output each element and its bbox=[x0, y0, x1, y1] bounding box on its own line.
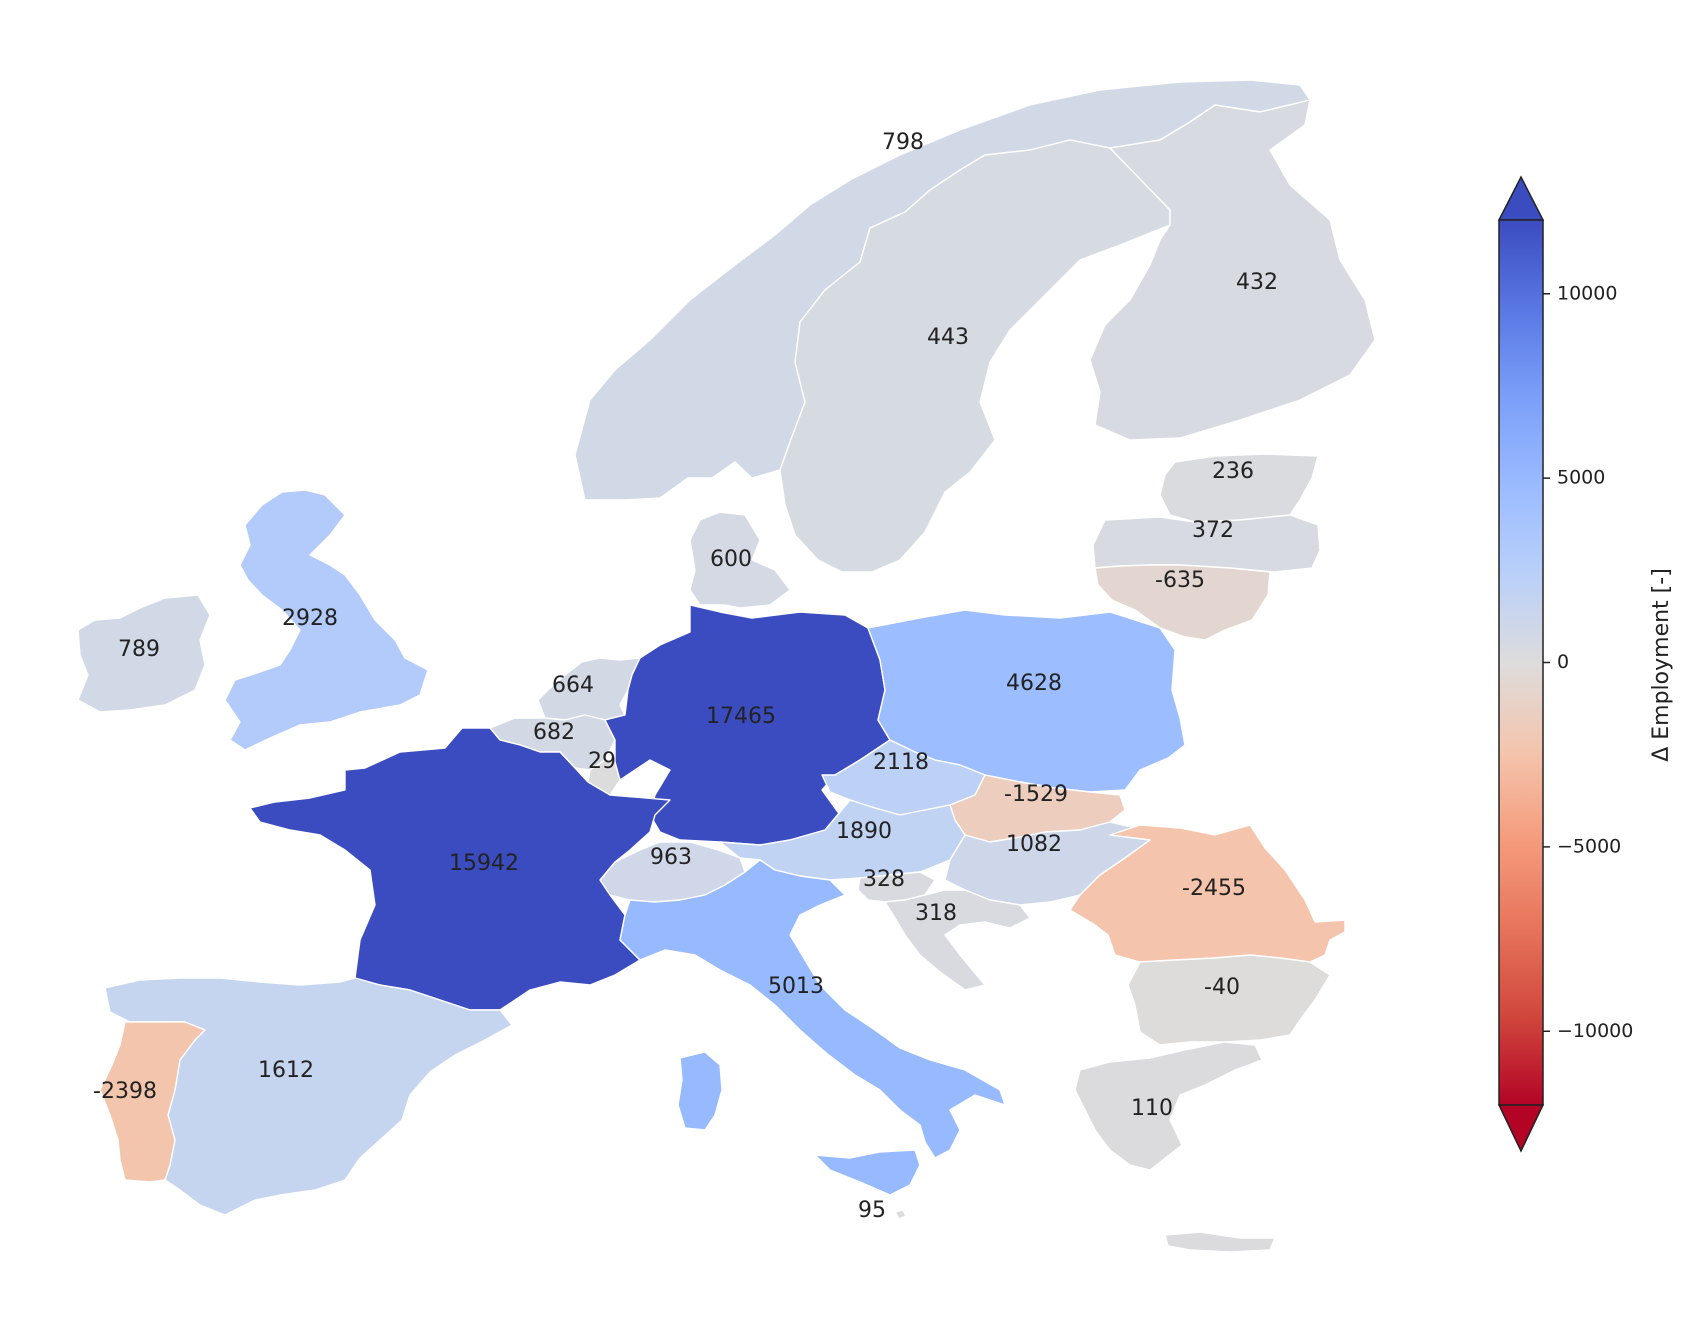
label-italy: 5013 bbox=[768, 974, 824, 999]
label-belgium: 682 bbox=[533, 720, 575, 745]
region-sicily bbox=[814, 1149, 921, 1196]
region-sweden bbox=[779, 139, 1171, 573]
label-norway: 798 bbox=[882, 130, 924, 155]
label-lithuania: -635 bbox=[1155, 568, 1205, 593]
label-denmark: 600 bbox=[710, 547, 752, 572]
colorbar-gradient bbox=[1498, 219, 1544, 1106]
value-labels: 798 443 432 236 372 -635 600 2928 789 66… bbox=[93, 130, 1278, 1223]
colorbar-tick-label: 5000 bbox=[1557, 467, 1605, 489]
label-portugal: -2398 bbox=[93, 1079, 157, 1104]
colorbar-tick-label: 10000 bbox=[1557, 282, 1617, 304]
region-portugal bbox=[99, 1021, 206, 1183]
colorbar-tick-label: 0 bbox=[1557, 651, 1569, 673]
label-spain: 1612 bbox=[258, 1058, 314, 1083]
label-romania: -2455 bbox=[1182, 876, 1246, 901]
colorbar-tick-label: −10000 bbox=[1557, 1020, 1633, 1042]
label-estonia: 236 bbox=[1212, 459, 1254, 484]
region-ireland bbox=[77, 594, 211, 713]
region-finland bbox=[1089, 99, 1376, 441]
region-lithuania bbox=[1094, 564, 1271, 641]
colorbar: 10000 5000 0 −5000 −10000 Δ Employment [-] bbox=[1497, 175, 1674, 1153]
region-greece bbox=[1074, 1041, 1263, 1171]
label-czechia: 2118 bbox=[873, 750, 929, 775]
region-denmark bbox=[689, 511, 791, 609]
label-switzerland: 963 bbox=[650, 845, 692, 870]
region-sardinia bbox=[677, 1051, 723, 1131]
colorbar-ticks: 10000 5000 0 −5000 −10000 bbox=[1543, 282, 1633, 1042]
label-slovenia: 328 bbox=[863, 867, 905, 892]
label-hungary: 1082 bbox=[1006, 832, 1062, 857]
label-united-kingdom: 2928 bbox=[282, 606, 338, 631]
label-bulgaria: -40 bbox=[1204, 975, 1240, 1000]
region-croatia bbox=[884, 889, 1031, 991]
label-sweden: 443 bbox=[927, 325, 969, 350]
label-latvia: 372 bbox=[1192, 518, 1234, 543]
colorbar-extend-bottom bbox=[1497, 1104, 1545, 1153]
colorbar-label: Δ Employment [-] bbox=[1649, 568, 1674, 762]
country-shapes bbox=[77, 79, 1376, 1253]
region-bulgaria bbox=[1127, 954, 1331, 1046]
region-france bbox=[249, 727, 671, 1011]
label-malta: 95 bbox=[858, 1198, 886, 1223]
label-ireland: 789 bbox=[118, 637, 160, 662]
colorbar-tick-label: −5000 bbox=[1557, 835, 1621, 857]
label-poland: 4628 bbox=[1006, 671, 1062, 696]
region-italy bbox=[619, 859, 1006, 1159]
region-malta bbox=[894, 1209, 907, 1220]
label-austria: 1890 bbox=[836, 819, 892, 844]
label-croatia: 318 bbox=[915, 901, 957, 926]
region-crete bbox=[1164, 1231, 1276, 1253]
label-netherlands: 664 bbox=[552, 673, 594, 698]
label-france: 15942 bbox=[449, 851, 519, 876]
label-luxembourg: 29 bbox=[588, 749, 616, 774]
label-greece: 110 bbox=[1131, 1096, 1173, 1121]
colorbar-extend-top bbox=[1497, 175, 1545, 221]
label-slovakia: -1529 bbox=[1004, 782, 1068, 807]
region-united-kingdom bbox=[224, 489, 429, 751]
label-germany: 17465 bbox=[706, 704, 776, 729]
label-finland: 432 bbox=[1236, 270, 1278, 295]
